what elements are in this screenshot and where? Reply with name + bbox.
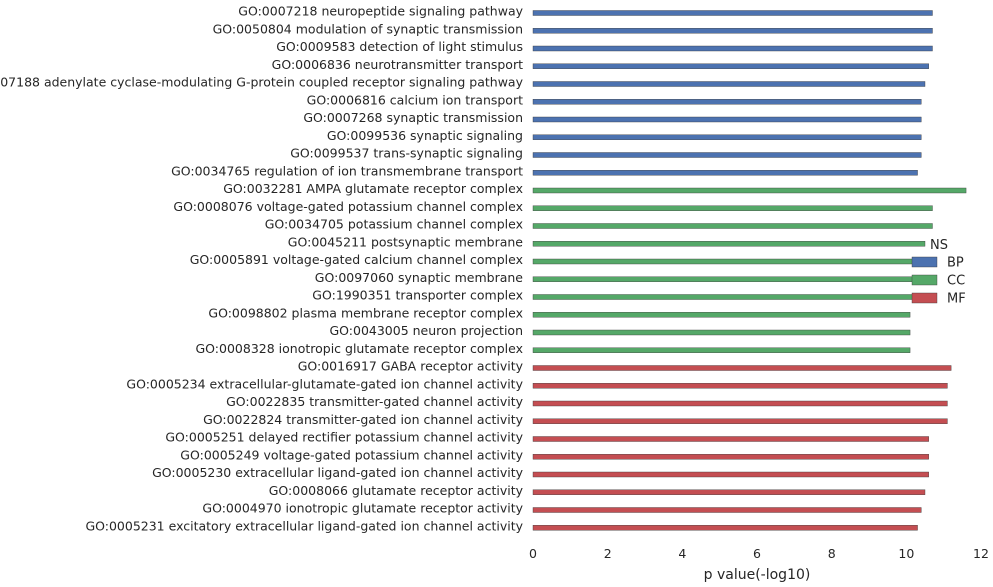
bar: [532, 471, 929, 478]
bar: [532, 365, 952, 371]
bar: [532, 454, 929, 460]
bar: [532, 116, 922, 123]
category-label: GO:0050804 modulation of synaptic transm…: [213, 21, 523, 36]
category-label: GO:0008076 voltage-gated potassium chann…: [173, 199, 523, 214]
bar: [532, 81, 926, 87]
category-label: GO:0004970 ionotropic glutamate receptor…: [202, 501, 523, 516]
bar: [532, 312, 911, 318]
bar: [532, 10, 933, 16]
bar: [532, 45, 933, 52]
category-label: GO:0005891 voltage-gated calcium channel…: [190, 252, 523, 267]
category-label: GO:0007218 neuropeptide signaling pathwa…: [238, 4, 523, 19]
x-tick-label: 8: [828, 546, 836, 561]
category-label: GO:0005230 extracellular ligand-gated io…: [152, 465, 524, 480]
category-label: GO:0022824 transmitter-gated ion channel…: [203, 412, 524, 427]
x-tick-label: 12: [973, 546, 989, 561]
x-tick-label: 4: [678, 546, 686, 561]
legend-label: MF: [947, 292, 966, 307]
bar: [532, 525, 918, 531]
category-label: GO:0009583 detection of light stimulus: [276, 39, 523, 54]
bar: [532, 400, 948, 407]
bar: [532, 187, 967, 194]
bars-layer: [532, 10, 967, 531]
category-label: GO:1990351 transporter complex: [312, 288, 523, 303]
category-label: GO:0098802 plasma membrane receptor comp…: [208, 305, 523, 320]
x-tick-label: 6: [753, 546, 761, 561]
x-axis: 0 2 4 6 8 10 12: [529, 546, 989, 561]
category-label: GO:0007268 synaptic transmission: [303, 110, 523, 125]
bar: [532, 436, 929, 442]
category-label: GO:0097060 synaptic membrane: [315, 270, 524, 285]
x-tick-label: 0: [529, 546, 537, 561]
bar: [532, 28, 933, 34]
bar: [532, 152, 922, 158]
category-label: GO:0008328 ionotropic glutamate receptor…: [196, 341, 524, 356]
category-label: GO:0099537 trans-synaptic signaling: [290, 146, 523, 161]
bar: [532, 63, 929, 69]
bar: [532, 241, 926, 247]
legend-swatch: [911, 274, 938, 286]
category-label: GO:0034765 regulation of ion transmembra…: [171, 163, 523, 178]
bar: [532, 223, 933, 229]
x-axis-title: p value(-log10): [704, 567, 811, 583]
category-label: GO:0007188 adenylate cyclase-modulating …: [0, 75, 524, 90]
category-label: GO:0099536 synaptic signaling: [327, 128, 523, 143]
bar: [532, 294, 922, 300]
category-label: GO:0006836 neurotransmitter transport: [272, 57, 523, 72]
category-label: GO:0005234 extracellular-glutamate-gated…: [126, 376, 523, 391]
category-label: GO:0005231 excitatory extracellular liga…: [85, 518, 523, 533]
category-label: GO:0005249 voltage-gated potassium chann…: [180, 447, 523, 462]
bar: [532, 99, 922, 105]
bar: [532, 329, 911, 336]
category-label: GO:0008066 glutamate receptor activity: [269, 483, 524, 498]
bar: [532, 507, 922, 513]
bar: [532, 383, 948, 389]
category-labels: GO:0007218 neuropeptide signaling pathwa…: [0, 4, 524, 534]
bar: [532, 347, 911, 353]
bar: [532, 134, 922, 140]
legend-swatch: [911, 292, 938, 304]
bar: [532, 276, 926, 282]
category-label: GO:0032281 AMPA glutamate receptor compl…: [223, 181, 523, 196]
bar: [532, 205, 933, 211]
legend-label: CC: [947, 274, 965, 289]
bar: [532, 170, 918, 176]
category-label: GO:0034705 potassium channel complex: [265, 217, 523, 232]
legend-swatch: [911, 256, 938, 268]
legend-label: BP: [947, 256, 964, 271]
x-tick-label: 2: [604, 546, 612, 561]
legend-title: NS: [930, 238, 948, 253]
category-label: GO:0043005 neuron projection: [329, 323, 523, 338]
category-label: GO:0045211 postsynaptic membrane: [288, 234, 524, 249]
category-label: GO:0022835 transmitter-gated channel act…: [226, 394, 523, 409]
x-tick-label: 10: [898, 546, 914, 561]
bar: [532, 258, 926, 265]
category-label: GO:0005251 delayed rectifier potassium c…: [165, 430, 523, 445]
bar: [532, 418, 948, 424]
category-label: GO:0006816 calcium ion transport: [307, 92, 523, 107]
legend: NS BP CC MF: [911, 238, 966, 307]
bar: [532, 489, 926, 495]
category-label: GO:0016917 GABA receptor activity: [298, 359, 524, 374]
